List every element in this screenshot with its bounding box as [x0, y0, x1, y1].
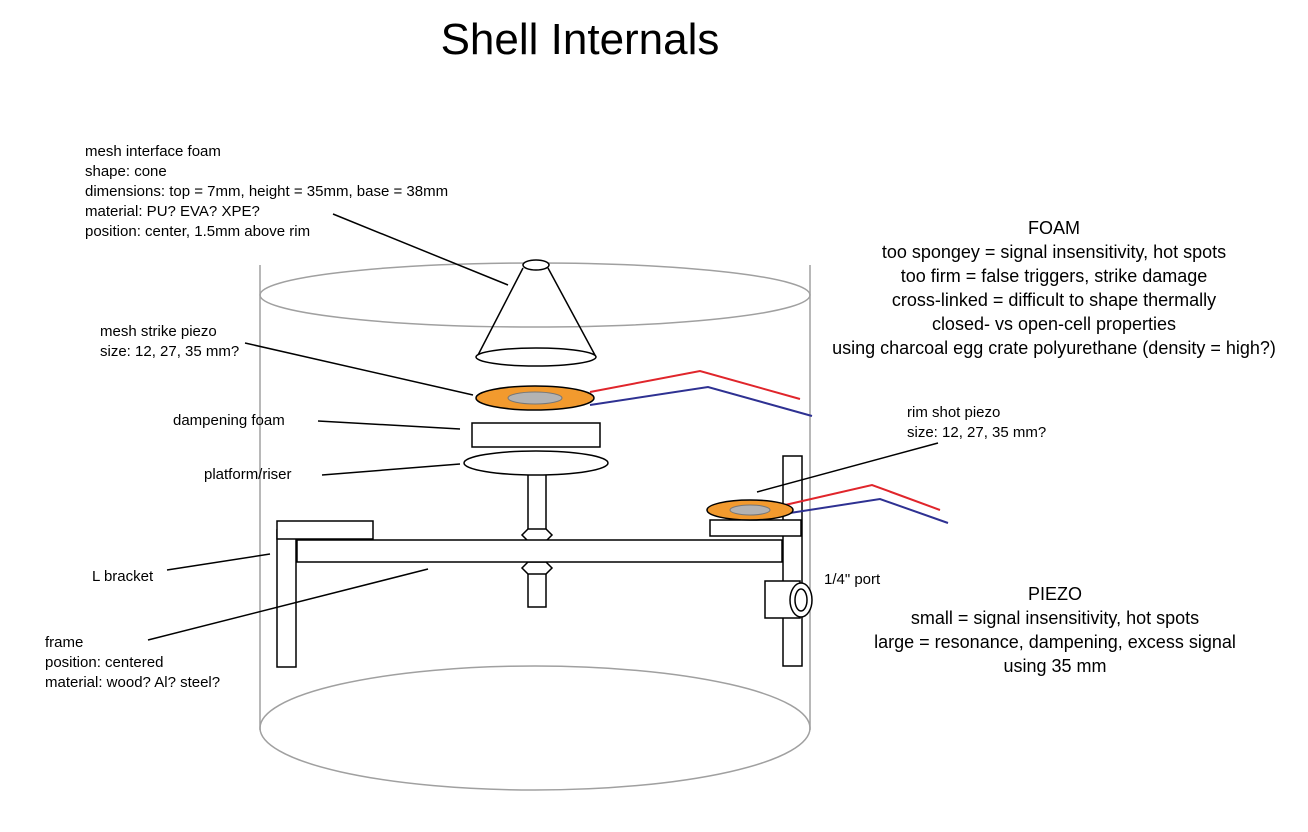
platform-riser — [463, 450, 609, 476]
port-jack-inner — [794, 588, 808, 612]
mesh-piezo-wire-red — [589, 369, 801, 400]
label-platform-riser: platform/riser — [204, 466, 292, 483]
label-dampening-foam: dampening foam — [173, 412, 285, 429]
leader-l-bracket — [166, 553, 271, 571]
foam-notes-heading: FOAM — [1028, 218, 1080, 238]
leader-rim-shot-piezo — [756, 442, 939, 493]
mesh-strike-piezo — [475, 369, 813, 417]
left-upright — [276, 529, 297, 668]
center-post-nut-lower — [520, 561, 554, 575]
right-upright — [782, 455, 803, 667]
label-l-bracket: L bracket — [92, 568, 154, 585]
crossbar — [296, 539, 783, 563]
dampening-foam — [471, 422, 601, 448]
leader-dampening-foam — [317, 420, 461, 430]
label-port: 1/4" port — [824, 571, 881, 588]
l-bracket-right — [709, 519, 802, 537]
label-frame: frame position: centered material: wood?… — [45, 634, 221, 691]
foam-notes: FOAM too spongey = signal insensitivity,… — [800, 216, 1308, 360]
frame — [276, 455, 813, 668]
mesh-piezo-wire-blue — [589, 385, 813, 417]
shell-bottom-rim — [259, 665, 811, 791]
leader-mesh-interface-foam — [332, 213, 509, 286]
l-bracket-left — [276, 520, 374, 540]
center-post-nut-upper — [520, 528, 554, 542]
label-mesh-strike-piezo: mesh strike piezo size: 12, 27, 35 mm? — [100, 323, 240, 360]
leader-platform-riser — [321, 463, 461, 476]
shell-top-rim — [259, 262, 811, 328]
piezo-notes-heading: PIEZO — [1027, 584, 1082, 604]
label-rim-shot-piezo: rim shot piezo size: 12, 27, 35 mm? — [907, 404, 1047, 441]
piezo-notes: PIEZO small = signal insensitivity, hot … — [860, 582, 1250, 678]
rim-piezo-wire-blue — [789, 497, 949, 524]
rim-shot-piezo — [706, 483, 949, 524]
diagram-title: Shell Internals — [440, 15, 720, 64]
leader-lines — [147, 213, 939, 641]
leader-mesh-strike-piezo — [244, 342, 474, 396]
label-mesh-interface-foam: mesh interface foam shape: cone dimensio… — [85, 143, 449, 240]
rim-piezo-wire-red — [784, 483, 941, 511]
leader-frame — [147, 568, 429, 641]
mesh-interface-foam-cone — [475, 259, 597, 367]
